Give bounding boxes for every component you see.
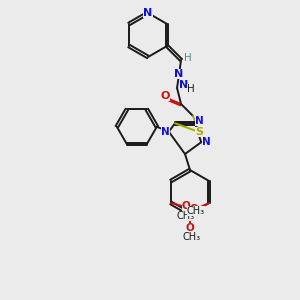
Text: O: O [190,204,198,214]
Text: CH₃: CH₃ [187,206,205,216]
Text: N: N [202,137,211,147]
Text: O: O [186,223,194,233]
Text: O: O [160,91,170,101]
Text: S: S [195,127,203,137]
Text: N: N [179,80,189,90]
Text: N: N [174,69,184,79]
Text: N: N [143,8,153,18]
Text: CH₃: CH₃ [177,211,195,221]
Text: N: N [161,127,170,137]
Text: CH₃: CH₃ [183,232,201,242]
Text: H: H [184,53,192,63]
Text: O: O [182,201,190,211]
Text: N: N [195,116,203,126]
Text: H: H [187,84,195,94]
